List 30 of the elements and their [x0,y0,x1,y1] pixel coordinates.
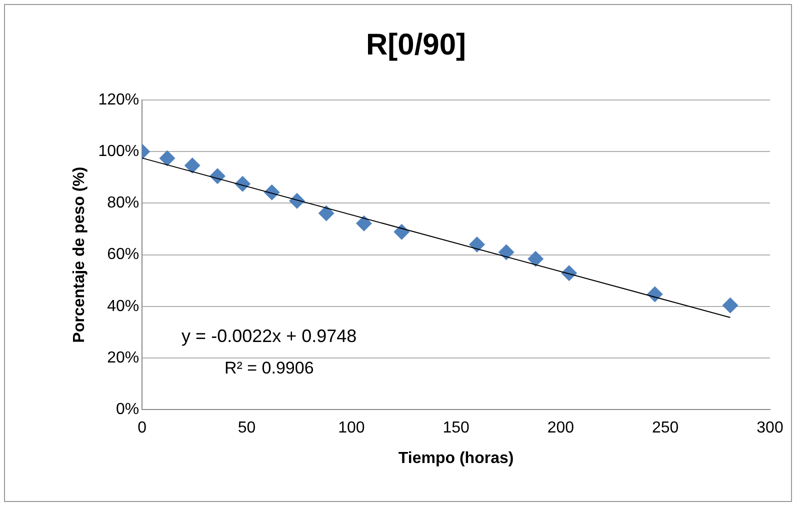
point [468,236,485,252]
y-axis-title: Porcentaje de peso (%) [71,166,88,343]
point [646,286,663,302]
point [318,205,334,222]
x-tick-label: 250 [652,420,679,437]
y-tick-label: 20% [107,349,140,366]
x-tick-label: 300 [756,420,784,437]
y-tick-label: 100% [98,143,140,160]
y-tick-label: 40% [107,298,140,315]
annotation: R² = 0.9906 [224,358,314,378]
point [528,250,544,267]
y-tick-label: 120% [98,91,140,108]
x-tick-label: 50 [238,420,256,437]
y-tick-label: 80% [107,194,140,212]
x-tick-label: 150 [442,420,470,437]
x-tick-label: 0 [138,420,147,437]
x-tick-label: 200 [547,420,574,437]
point [159,150,176,166]
point [722,297,738,314]
y-tick-label: 60% [107,246,140,264]
point [498,244,514,260]
y-tick-label: 0% [116,401,140,418]
annotation: y = -0.0022x + 0.9748 [182,326,357,346]
point [209,168,226,184]
point [394,224,410,240]
x-tick-label: 100 [338,420,365,437]
chart-title: R[0/90] [366,28,466,62]
point [356,215,372,232]
point [184,158,200,174]
x-axis-title: Tiempo (horas) [398,450,514,467]
